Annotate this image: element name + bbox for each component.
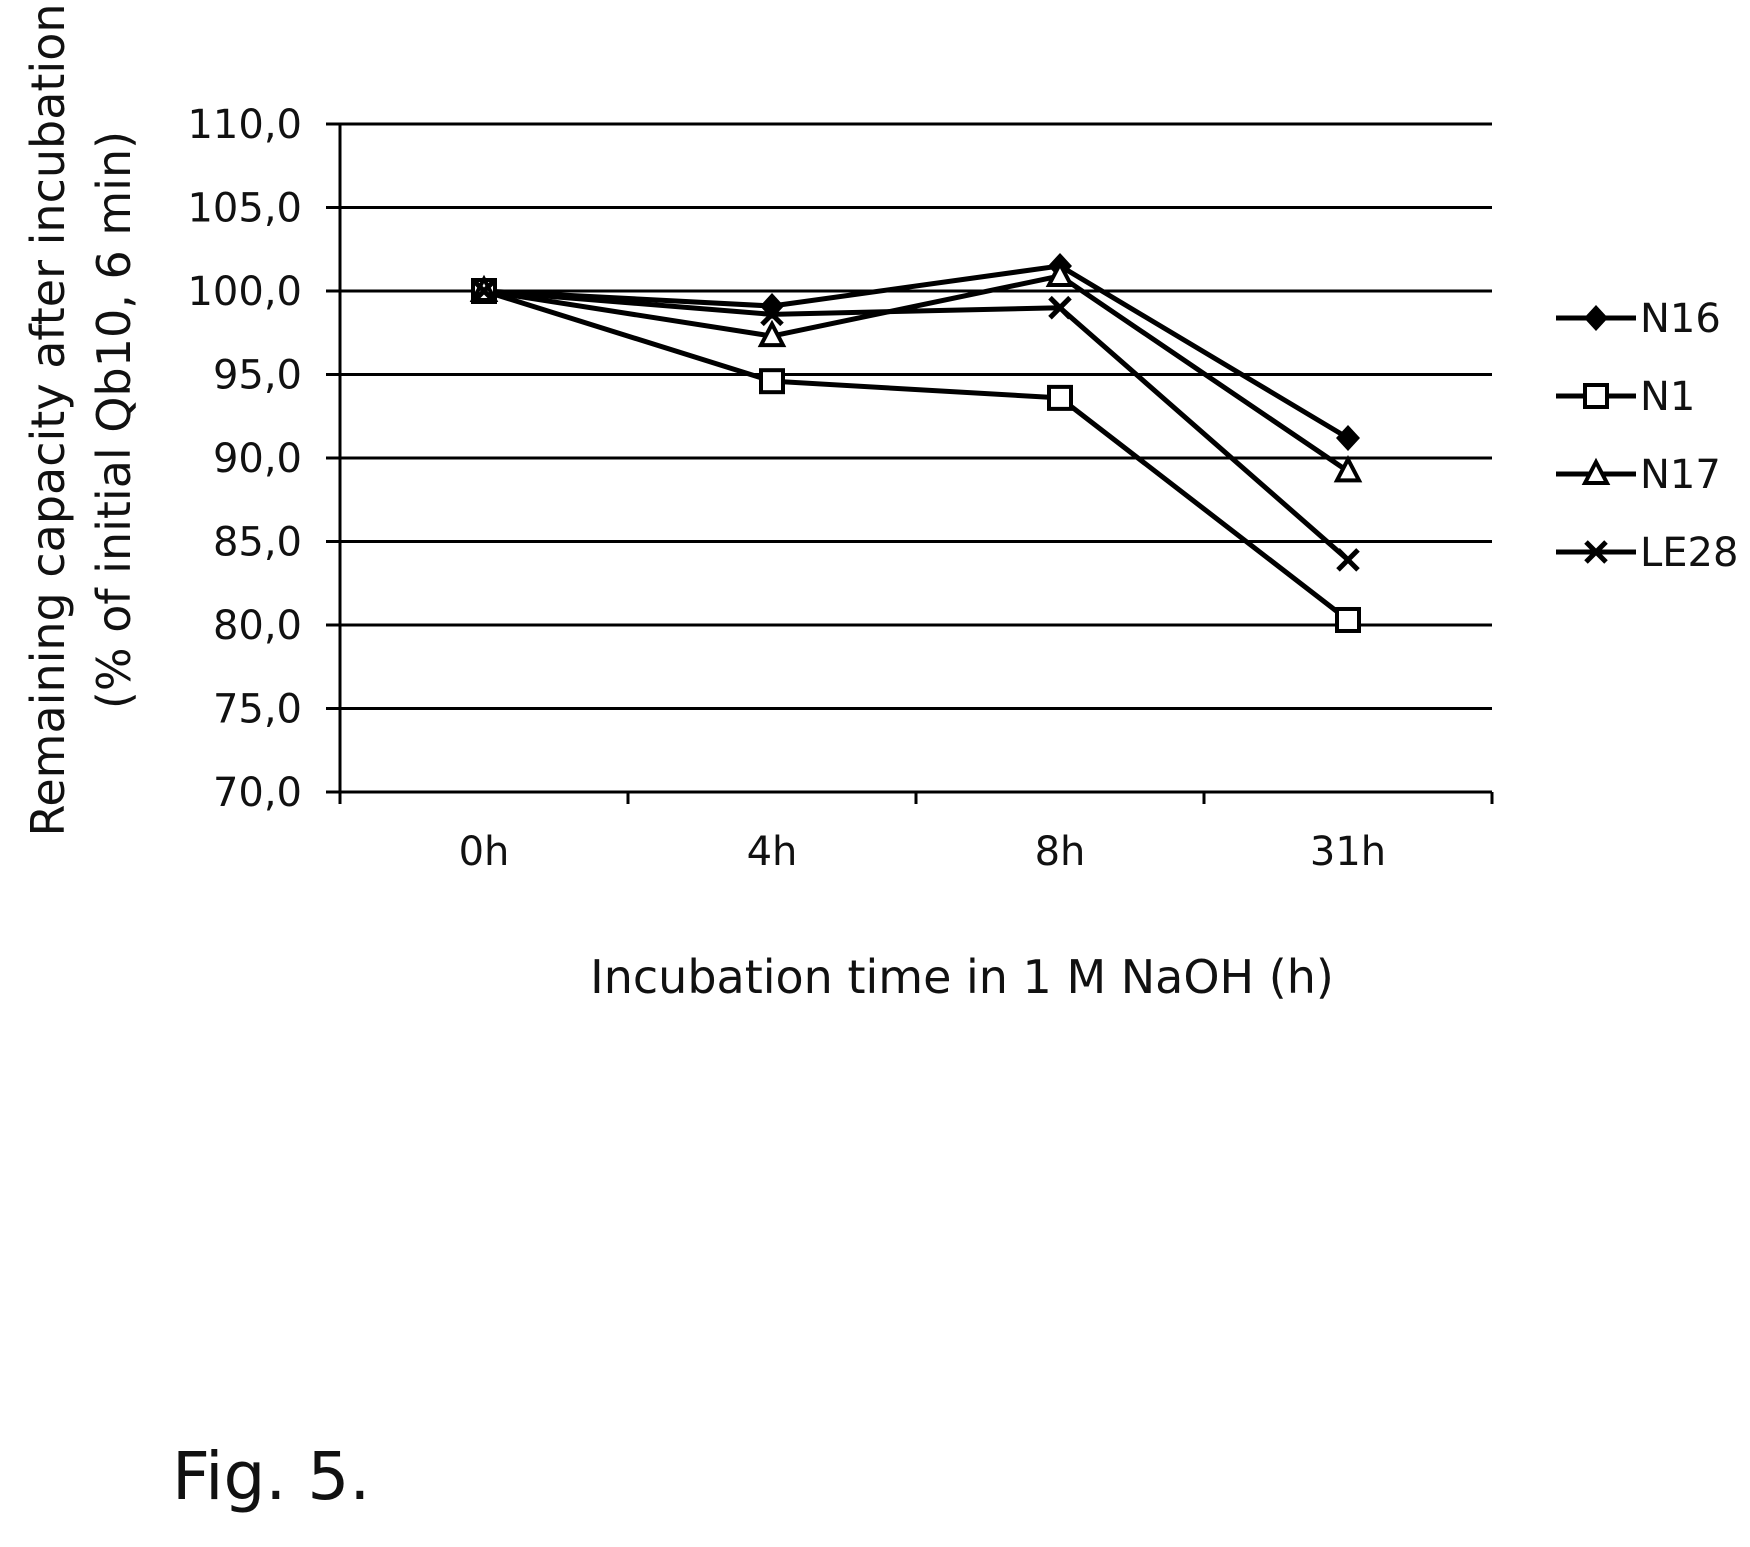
series-line-n17 <box>483 273 1350 474</box>
y-axis-title-line-2: (% of initial Qb10, 6 min) <box>87 131 141 709</box>
y-tick-label: 100,0 <box>187 269 302 315</box>
data-point-n17 <box>757 319 787 348</box>
legend-item-le28: LE28 <box>1556 530 1738 576</box>
x-tick-labels: 0h 4h 8h 31h <box>459 829 1387 875</box>
data-point-n1 <box>1047 384 1073 411</box>
y-tick-label: 110,0 <box>187 102 302 148</box>
x-tick-label: 4h <box>747 829 798 875</box>
y-tick-labels: 70,0 75,0 80,0 85,0 90,0 95,0 100,0 105,0 110,0 <box>187 102 302 816</box>
data-point-n17 <box>1045 259 1075 287</box>
y-tick-label: 105,0 <box>187 186 302 232</box>
legend-label: N1 <box>1640 374 1695 420</box>
legend: N16 N1 N17 LE28 <box>1556 296 1738 576</box>
gridlines <box>326 122 1492 794</box>
y-tick-label: 95,0 <box>213 353 302 399</box>
x-tick-label: 8h <box>1035 829 1086 875</box>
x-tick-label: 0h <box>459 829 510 875</box>
legend-label: N17 <box>1640 452 1721 498</box>
axes <box>338 124 1494 804</box>
y-tick-label: 90,0 <box>213 436 302 482</box>
series-line-le28 <box>483 288 1350 562</box>
data-point-le28 <box>1048 295 1072 320</box>
legend-label: N16 <box>1640 296 1721 342</box>
data-point-n1 <box>1335 606 1361 633</box>
data-point-n16 <box>1336 424 1360 451</box>
x-axis-title: Incubation time in 1 M NaOH (h) <box>590 950 1334 1004</box>
y-axis-title: Remaining capacity after incubation (% o… <box>21 3 141 836</box>
data-point-n16 <box>760 293 784 320</box>
y-axis-title-line-1: Remaining capacity after incubation <box>21 3 75 836</box>
legend-label: LE28 <box>1640 530 1738 576</box>
y-tick-label: 70,0 <box>213 770 302 816</box>
data-point-n17 <box>1333 455 1363 483</box>
legend-marker <box>1583 383 1609 409</box>
y-tick-label: 80,0 <box>213 603 302 649</box>
data-point-le28 <box>1336 548 1360 572</box>
legend-item-n16: N16 <box>1556 296 1721 342</box>
data-point-le28 <box>760 302 784 327</box>
series-line-n16 <box>483 263 1350 441</box>
y-tick-label: 75,0 <box>213 687 302 733</box>
legend-marker <box>1581 457 1611 485</box>
series-line-n1 <box>483 288 1350 622</box>
figure-caption: Fig. 5. <box>172 1438 371 1515</box>
y-tick-label: 85,0 <box>213 520 302 566</box>
data-point-n1 <box>759 368 785 395</box>
legend-marker <box>1584 305 1608 331</box>
legend-item-n17: N17 <box>1556 452 1721 498</box>
legend-item-n1: N1 <box>1556 374 1695 420</box>
x-tick-label: 31h <box>1310 829 1386 875</box>
data-point-le28 <box>472 279 496 303</box>
legend-marker <box>1584 540 1608 564</box>
series-group <box>469 252 1363 633</box>
